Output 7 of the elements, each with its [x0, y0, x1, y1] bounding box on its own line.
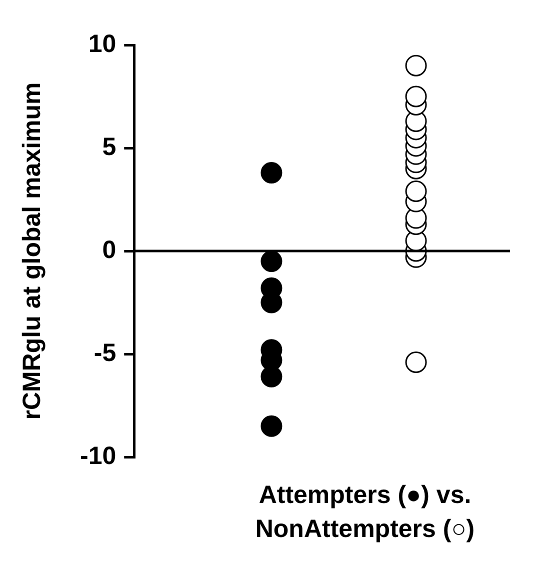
- y-tick-label: 0: [102, 236, 116, 264]
- y-axis-title: rCMRglu at global maximum: [18, 82, 46, 420]
- y-tick-label: -5: [94, 338, 116, 367]
- y-tick-label: 5: [102, 132, 116, 161]
- x-axis-title: Attempters (●) vs. NonAttempters (○): [254, 480, 476, 545]
- y-tick-label: 10: [88, 30, 116, 58]
- y-tick-label: -10: [80, 442, 116, 470]
